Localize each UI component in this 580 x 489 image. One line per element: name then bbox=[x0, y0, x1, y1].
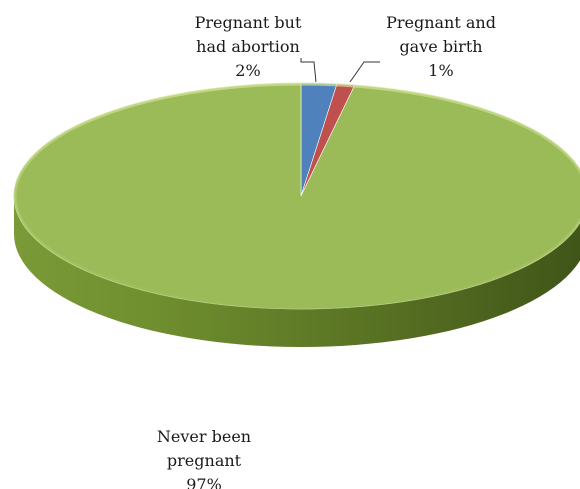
pie-top bbox=[13, 82, 580, 310]
slice-0-percent-label: 2% bbox=[235, 61, 260, 80]
slice-2-percent-label: 97% bbox=[186, 475, 222, 489]
slice-0-name-label: had abortion bbox=[196, 37, 300, 56]
slice-1-name-label: Pregnant and bbox=[386, 13, 496, 32]
slice-1-percent-label: 1% bbox=[428, 61, 453, 80]
pie-rim-highlight bbox=[13, 82, 580, 310]
slice-2-name-label: pregnant bbox=[167, 451, 242, 470]
pie-side-wall bbox=[14, 196, 580, 347]
slice-0-name-label: Pregnant but bbox=[195, 13, 302, 32]
pie-side bbox=[14, 196, 580, 347]
slice-1-leader-line bbox=[349, 61, 380, 83]
slice-1-name-label: gave birth bbox=[399, 37, 482, 56]
slice-0-leader-line bbox=[300, 58, 317, 83]
slice-2-name-label: Never been bbox=[157, 427, 251, 446]
pie-labels: Pregnant but had abortion 2% Pregnant and ga… bbox=[157, 13, 496, 489]
